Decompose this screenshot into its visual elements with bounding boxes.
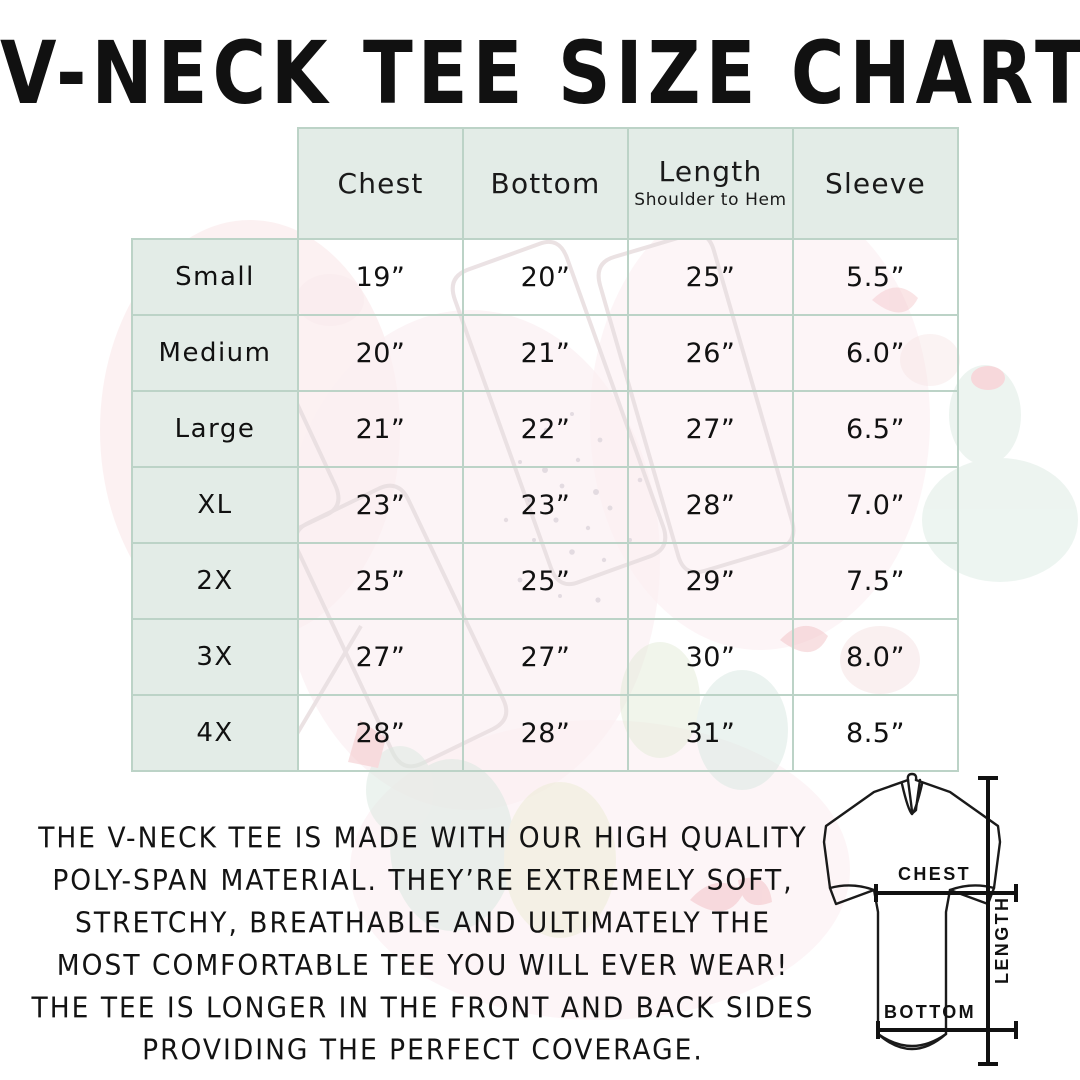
cell-sleeve: 7.5”: [792, 542, 959, 620]
column-header-bottom-label: Bottom: [490, 166, 601, 200]
table-row: Large 21” 22” 27” 6.5”: [131, 390, 959, 468]
cell-sleeve: 6.0”: [792, 314, 959, 392]
table-header-row: Chest Bottom Length Shoulder to Hem Slee…: [132, 127, 959, 240]
cell-sleeve: 8.0”: [792, 618, 959, 696]
chest-label: CHEST: [898, 864, 971, 884]
table-body: Small 19” 20” 25” 5.5” Medium 20” 21” 26…: [131, 238, 959, 772]
column-header-chest: Chest: [297, 127, 464, 240]
column-header-chest-label: Chest: [337, 166, 424, 200]
cell-chest: 28”: [297, 694, 464, 772]
table-row: 3X 27” 27” 30” 8.0”: [131, 618, 959, 696]
cell-chest: 23”: [297, 466, 464, 544]
table-row: XL 23” 23” 28” 7.0”: [131, 466, 959, 544]
bottom-label: BOTTOM: [884, 1002, 976, 1022]
table-corner-cell: [132, 128, 298, 239]
cell-sleeve: 5.5”: [792, 238, 959, 316]
table-row: Medium 20” 21” 26” 6.0”: [131, 314, 959, 392]
cell-chest: 19”: [297, 238, 464, 316]
page-title: V-NECK TEE SIZE CHART: [0, 24, 1080, 125]
cell-sleeve: 7.0”: [792, 466, 959, 544]
cell-chest: 21”: [297, 390, 464, 468]
column-header-bottom: Bottom: [462, 127, 629, 240]
cell-bottom: 20”: [462, 238, 629, 316]
size-label: Small: [131, 238, 299, 316]
size-label: XL: [131, 466, 299, 544]
length-label: LENGTH: [992, 896, 1012, 984]
cell-bottom: 22”: [462, 390, 629, 468]
cell-length: 31”: [627, 694, 794, 772]
table-row: Small 19” 20” 25” 5.5”: [131, 238, 959, 316]
table-row: 4X 28” 28” 31” 8.5”: [131, 694, 959, 772]
size-label: 4X: [131, 694, 299, 772]
cell-length: 30”: [627, 618, 794, 696]
column-header-sleeve-label: Sleeve: [824, 166, 926, 200]
cell-length: 29”: [627, 542, 794, 620]
measurements-table: Chest Bottom Length Shoulder to Hem Slee…: [131, 127, 959, 772]
size-label: Large: [131, 390, 299, 468]
cell-length: 27”: [627, 390, 794, 468]
cell-length: 28”: [627, 466, 794, 544]
length-measure-line: [978, 776, 998, 1066]
column-header-length-label: Length: [658, 154, 763, 188]
cell-bottom: 27”: [462, 618, 629, 696]
shirt-measurement-diagram: CHEST BOTTOM LENGTH: [822, 772, 1018, 1066]
size-label: Medium: [131, 314, 299, 392]
cell-bottom: 28”: [462, 694, 629, 772]
cell-sleeve: 8.5”: [792, 694, 959, 772]
column-header-sleeve: Sleeve: [792, 127, 959, 240]
size-label: 3X: [131, 618, 299, 696]
chest-measure-line: [874, 884, 1018, 902]
column-header-length-sublabel: Shoulder to Hem: [634, 189, 787, 210]
column-header-length: Length Shoulder to Hem: [627, 127, 794, 240]
size-chart-table: Chest Bottom Length Shoulder to Hem Slee…: [131, 127, 959, 772]
cell-bottom: 23”: [462, 466, 629, 544]
cell-length: 26”: [627, 314, 794, 392]
cell-sleeve: 6.5”: [792, 390, 959, 468]
table-row: 2X 25” 25” 29” 7.5”: [131, 542, 959, 620]
cell-length: 25”: [627, 238, 794, 316]
cell-chest: 25”: [297, 542, 464, 620]
cell-chest: 27”: [297, 618, 464, 696]
bottom-measure-line: [876, 1021, 1018, 1039]
size-label: 2X: [131, 542, 299, 620]
cell-bottom: 21”: [462, 314, 629, 392]
cell-bottom: 25”: [462, 542, 629, 620]
cell-chest: 20”: [297, 314, 464, 392]
product-description: THE V-NECK TEE IS MADE WITH OUR HIGH QUA…: [31, 822, 815, 1068]
